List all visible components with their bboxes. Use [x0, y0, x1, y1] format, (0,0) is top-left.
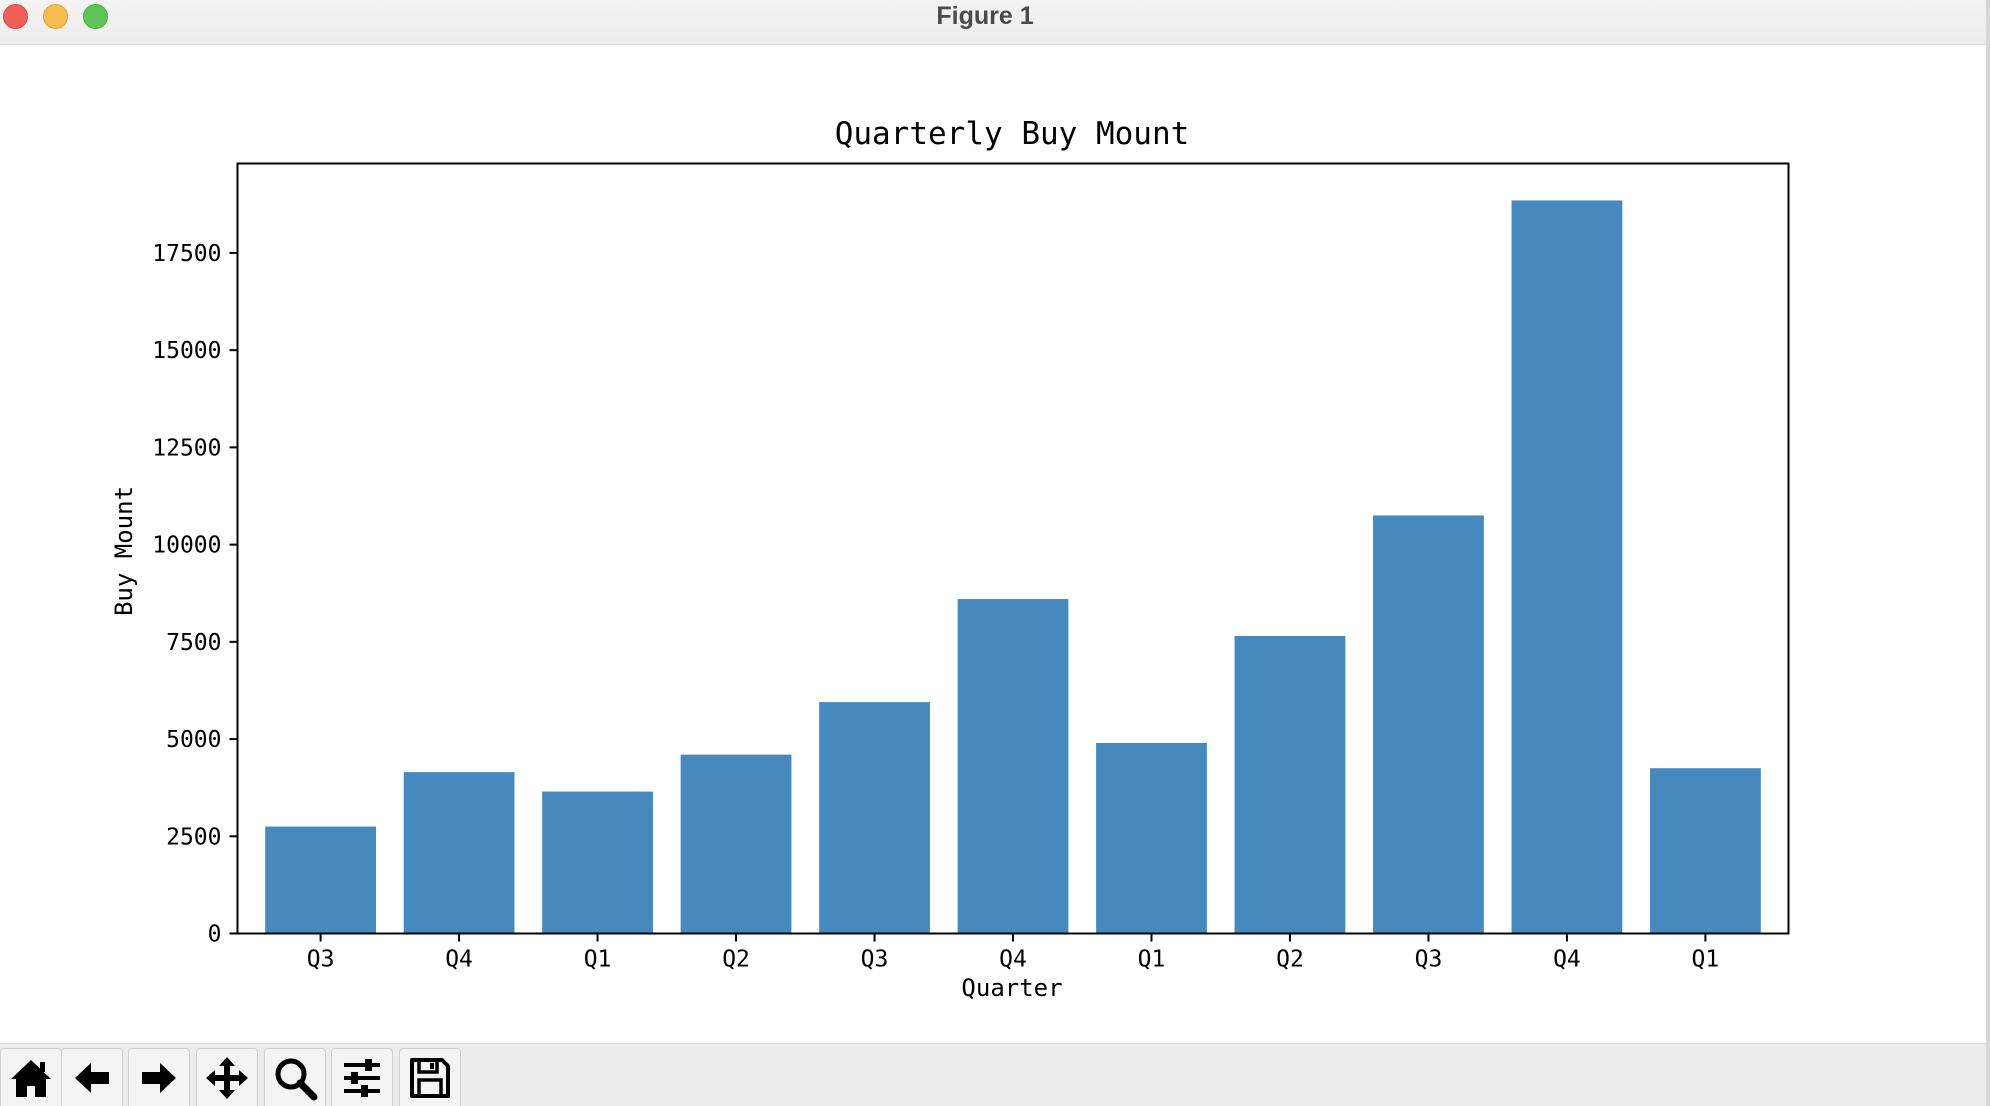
- bar-q1-10: [1650, 768, 1761, 934]
- x-tick-label: Q3: [861, 947, 889, 973]
- floppy-disk-icon: [410, 1058, 450, 1098]
- y-tick-label: 7500: [166, 630, 221, 656]
- figure-canvas[interactable]: Quarterly Buy Mount 0 2500 5000 7500 10000 12…: [0, 45, 1990, 1043]
- bar-q3-0: [265, 826, 376, 934]
- x-tick-label: Q1: [1138, 947, 1166, 973]
- y-tick-label: 5000: [166, 727, 221, 753]
- x-tick-label: Q4: [445, 947, 473, 973]
- window-edge: [1986, 0, 1990, 1106]
- x-tick-label: Q1: [584, 947, 612, 973]
- x-tick-label: Q3: [1415, 947, 1443, 973]
- move-icon: [206, 1057, 248, 1099]
- x-tick-label: Q2: [722, 947, 750, 973]
- save-button[interactable]: [399, 1048, 461, 1106]
- y-tick-label: 2500: [166, 824, 221, 850]
- bar-q2-3: [680, 754, 792, 934]
- x-tick-label: Q2: [1276, 947, 1304, 973]
- bar-q3-4: [819, 702, 930, 934]
- navigation-toolbar: [0, 1043, 1990, 1106]
- bar-q1-2: [542, 791, 653, 934]
- x-tick-label: Q4: [999, 947, 1027, 973]
- x-axis-label: Quarter: [961, 974, 1062, 1002]
- bar-q4-1: [403, 772, 515, 934]
- chart-title: Quarterly Buy Mount: [835, 116, 1190, 152]
- bar-q2-7: [1234, 636, 1346, 934]
- y-tick-label: 0: [208, 922, 222, 948]
- forward-button[interactable]: [128, 1048, 190, 1106]
- title-bar: Figure 1: [0, 0, 1990, 45]
- zoom-button[interactable]: [264, 1048, 326, 1106]
- x-tick-label: Q1: [1692, 947, 1720, 973]
- maximize-window-button[interactable]: [83, 4, 108, 29]
- bars-layer: [265, 200, 1761, 934]
- home-button[interactable]: [0, 1048, 62, 1106]
- magnifier-icon: [275, 1058, 318, 1101]
- back-button[interactable]: [61, 1048, 123, 1106]
- close-window-button[interactable]: [3, 4, 28, 29]
- bar-q3-8: [1373, 515, 1484, 934]
- pan-button[interactable]: [196, 1048, 258, 1106]
- bar-q1-6: [1096, 742, 1207, 934]
- bar-chart: Quarterly Buy Mount 0 2500 5000 7500 10000 12…: [110, 116, 1790, 1002]
- y-tick-label: 10000: [152, 533, 221, 559]
- configure-subplots-button[interactable]: [331, 1048, 393, 1106]
- y-ticks: 0 2500 5000 7500 10000 12500 15000 17500: [152, 241, 238, 948]
- x-ticks: Q3 Q4 Q1 Q2 Q3 Q4 Q1 Q2 Q3 Q4 Q1: [307, 933, 1720, 973]
- x-tick-label: Q4: [1553, 947, 1581, 973]
- x-tick-label: Q3: [307, 947, 335, 973]
- home-icon: [11, 1060, 51, 1097]
- minimize-window-button[interactable]: [43, 4, 68, 29]
- bar-q4-5: [957, 599, 1069, 934]
- arrow-left-icon: [75, 1063, 109, 1093]
- bar-q4-9: [1511, 200, 1623, 934]
- y-tick-label: 17500: [152, 241, 221, 267]
- y-tick-label: 15000: [152, 338, 221, 364]
- arrow-right-icon: [142, 1063, 176, 1093]
- window-title: Figure 1: [936, 2, 1034, 30]
- y-axis-label: Buy Mount: [110, 486, 138, 616]
- y-tick-label: 12500: [152, 435, 221, 461]
- sliders-icon: [344, 1059, 380, 1097]
